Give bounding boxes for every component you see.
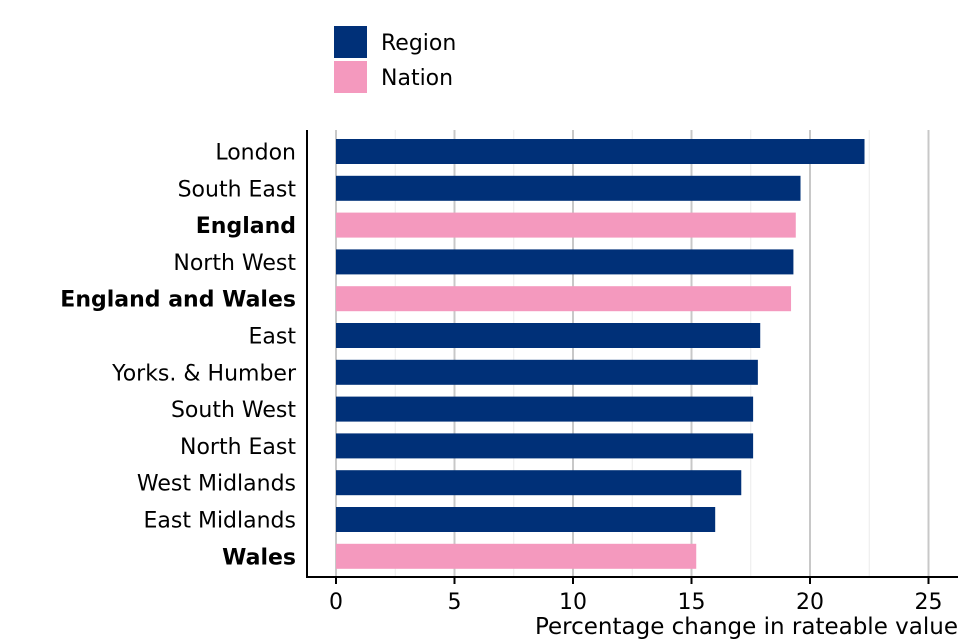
x-tick-label: 20 bbox=[796, 590, 824, 615]
bar bbox=[336, 470, 742, 496]
category-label: Yorks. & Humber bbox=[111, 361, 297, 386]
category-label: East bbox=[249, 325, 297, 350]
bar bbox=[336, 359, 758, 385]
gridlines bbox=[335, 130, 930, 577]
bar bbox=[336, 249, 794, 275]
bar bbox=[336, 543, 697, 569]
category-label: East Midlands bbox=[144, 509, 297, 534]
bar bbox=[336, 286, 792, 312]
legend-swatch bbox=[334, 26, 367, 58]
category-label: West Midlands bbox=[137, 472, 296, 497]
legend-label: Region bbox=[381, 31, 456, 56]
bar bbox=[336, 396, 754, 422]
category-label: England and Wales bbox=[60, 288, 296, 313]
category-labels: London South East England North West England… bbox=[60, 141, 297, 571]
category-label: South East bbox=[178, 177, 297, 202]
bar bbox=[336, 139, 865, 164]
category-label: North East bbox=[180, 435, 296, 460]
bar bbox=[336, 175, 801, 201]
legend-label: Nation bbox=[381, 66, 453, 91]
legend-swatch bbox=[334, 61, 367, 93]
bar bbox=[336, 507, 716, 532]
category-label: Wales bbox=[222, 545, 296, 570]
bar bbox=[336, 212, 796, 238]
x-tick-label: 5 bbox=[448, 590, 462, 615]
category-label: London bbox=[215, 141, 296, 166]
bar bbox=[336, 433, 754, 459]
legend: Region Nation bbox=[334, 26, 456, 93]
x-tick-label: 25 bbox=[915, 590, 943, 615]
category-label: England bbox=[196, 214, 296, 239]
x-tick-labels: 0 5 10 15 20 25 bbox=[329, 577, 943, 615]
x-tick-label: 0 bbox=[329, 590, 343, 615]
category-label: South West bbox=[171, 398, 296, 423]
bars bbox=[336, 139, 865, 569]
x-tick-label: 10 bbox=[559, 590, 587, 615]
bar bbox=[336, 323, 761, 348]
x-axis-title: Percentage change in rateable value bbox=[535, 614, 958, 640]
x-tick-label: 15 bbox=[678, 590, 706, 615]
axes bbox=[306, 130, 958, 578]
category-label: North West bbox=[173, 251, 296, 276]
